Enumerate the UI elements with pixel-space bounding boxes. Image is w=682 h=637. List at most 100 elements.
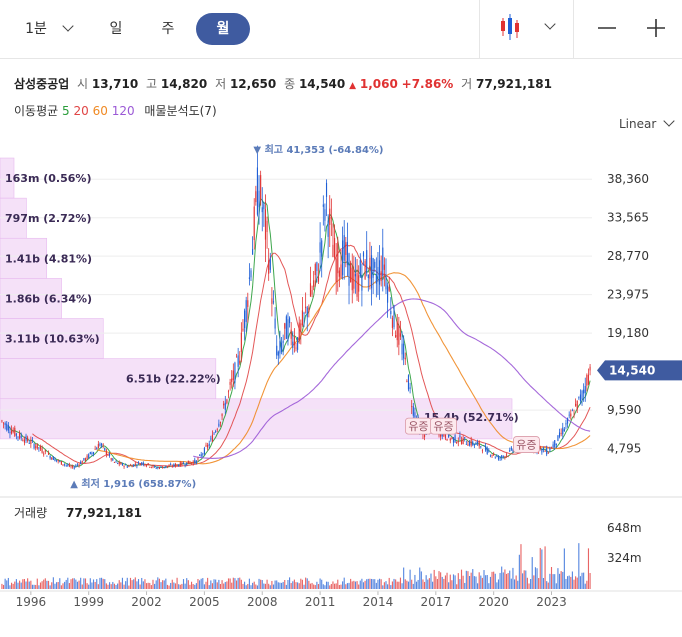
candle-body xyxy=(113,462,115,463)
candle-body xyxy=(306,307,308,318)
candle-body xyxy=(248,277,250,279)
candle-body xyxy=(157,467,159,468)
volume-profile-label: 1.86b (6.34%) xyxy=(5,292,92,305)
volume-bar xyxy=(483,570,485,589)
volume-bar xyxy=(520,544,522,589)
candle-body xyxy=(244,310,246,329)
volume-bar xyxy=(486,575,488,589)
volume-bar xyxy=(104,579,106,589)
tab-week[interactable]: 주 xyxy=(161,21,175,37)
candle-body xyxy=(467,444,469,446)
current-price-tag xyxy=(597,360,682,381)
ma-20: 20 xyxy=(73,104,89,118)
candle-body xyxy=(575,403,577,406)
volume-bar xyxy=(137,579,140,589)
price-tick-label: 33,565 xyxy=(607,211,649,225)
candle-body xyxy=(36,443,38,449)
volume-bar xyxy=(47,580,50,589)
volume-bar xyxy=(406,580,408,589)
volume-bar xyxy=(68,583,70,589)
candle-body xyxy=(478,441,480,447)
candle-body xyxy=(539,446,541,449)
volume-label: 거 xyxy=(461,77,473,91)
candle-body xyxy=(260,175,262,201)
candle-body xyxy=(216,429,218,431)
volume-bar xyxy=(231,582,233,589)
volume-bar xyxy=(364,580,366,589)
open-label: 시 xyxy=(77,77,89,91)
candle-body xyxy=(170,464,172,466)
candle-body xyxy=(460,440,463,444)
volume-bar xyxy=(454,575,456,589)
volume-bar xyxy=(44,578,46,589)
volume-bar xyxy=(293,579,295,589)
volume-bar xyxy=(398,581,400,589)
candle-body xyxy=(41,448,43,453)
tab-day[interactable]: 일 xyxy=(109,21,123,37)
volume-bar xyxy=(401,583,403,589)
volume-bar xyxy=(456,584,458,589)
candle-body xyxy=(449,438,451,441)
volume-bar xyxy=(372,579,374,589)
volume-bar xyxy=(415,581,418,589)
time-tick-label: 2014 xyxy=(363,595,394,609)
candle-body xyxy=(348,253,350,286)
candle-body xyxy=(6,423,8,431)
volume-bar xyxy=(308,580,310,589)
volume-bar xyxy=(435,576,437,589)
volume-bar xyxy=(335,583,337,589)
volume-bar xyxy=(97,584,99,589)
volume-bar xyxy=(464,582,466,589)
tab-month[interactable]: 월 xyxy=(196,13,250,45)
volume-bar xyxy=(586,580,588,589)
volume-axis: 648m 324m xyxy=(607,521,642,565)
candle-body xyxy=(105,450,107,455)
candle-body xyxy=(457,441,459,443)
low-value: 12,650 xyxy=(229,77,277,91)
volume-bar xyxy=(477,583,479,589)
volume-bar xyxy=(56,582,58,589)
current-price-label: 14,540 xyxy=(609,363,655,377)
candle-body xyxy=(272,301,275,303)
candle-body xyxy=(549,448,551,451)
volume-bar xyxy=(449,574,451,589)
price-tick-label: 9,590 xyxy=(607,403,641,417)
volume-bar xyxy=(428,578,430,589)
candle-body xyxy=(338,270,340,277)
candle-body xyxy=(99,443,101,446)
candle-body xyxy=(165,465,167,468)
candle-body xyxy=(149,466,151,468)
volume-bar xyxy=(43,579,45,589)
volume-bar xyxy=(261,580,263,589)
volume-bar xyxy=(91,582,93,589)
moving-average-legend[interactable]: 이동평균 5 20 60 120 매물분석도(7) xyxy=(14,102,217,119)
stock-name: 삼성중공업 xyxy=(14,77,70,91)
volume-bar xyxy=(375,582,377,589)
candle-body xyxy=(94,448,96,450)
volume-bar xyxy=(190,581,193,589)
candle-body xyxy=(290,329,292,339)
volume-bar xyxy=(226,581,228,589)
time-tick-label: 2017 xyxy=(421,595,452,609)
volume-bar xyxy=(370,578,373,589)
candle-body xyxy=(158,467,160,469)
volume-bar xyxy=(523,570,525,589)
candle-body xyxy=(128,465,130,467)
volume-bar xyxy=(462,575,464,589)
volume-bar xyxy=(200,578,202,589)
candle-body xyxy=(229,382,231,385)
volume-bar xyxy=(272,584,275,589)
volume-bar xyxy=(142,581,144,589)
candle-body xyxy=(184,464,186,466)
candle-body xyxy=(89,452,91,454)
volume-bar xyxy=(285,584,287,589)
candle-body xyxy=(550,447,553,449)
candle-body xyxy=(19,432,21,439)
tab-1min[interactable]: 1분 xyxy=(25,21,47,37)
scale-selector[interactable]: Linear xyxy=(619,115,675,131)
volume-bar xyxy=(118,580,120,589)
candle-body xyxy=(298,322,300,342)
volume-profile-label: 1.41b (4.81%) xyxy=(5,252,92,265)
candle-body xyxy=(507,455,509,457)
